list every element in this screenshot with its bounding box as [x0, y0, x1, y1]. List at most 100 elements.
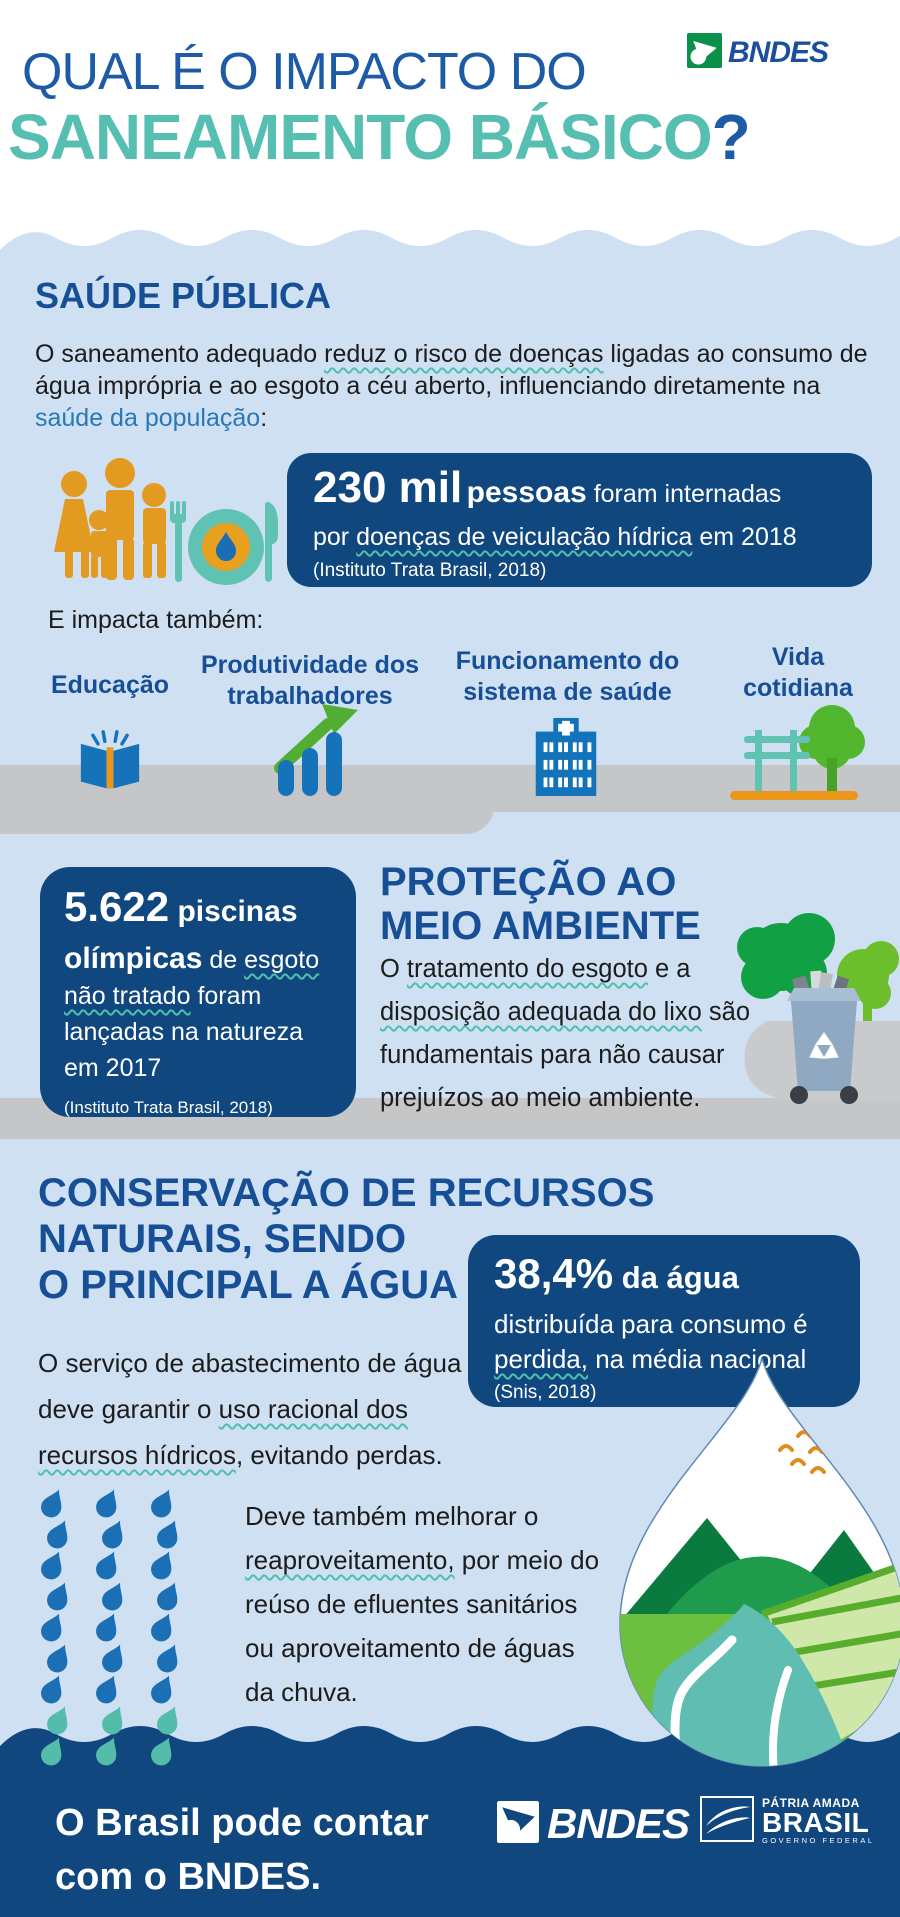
bndes-drop-icon: [687, 33, 722, 73]
bndes-logo-text: BNDES: [728, 36, 829, 69]
reuse-p-line1: Deve também melhorar o: [245, 1501, 539, 1531]
stat-water-line1: 38,4% da água: [494, 1251, 834, 1307]
stat-hosp-line1: 230 mil pessoas foram internadas: [313, 465, 846, 521]
conservacao-p-l3b: , evitando perdas.: [235, 1440, 443, 1470]
stat-hosp-l2b: doenças de veiculação hídrica: [356, 523, 693, 551]
conservacao-p-line1: O serviço de abastecimento de água: [38, 1348, 462, 1378]
stat-hosp-l2c: em 2018: [692, 523, 797, 551]
stat-box-pools: 5.622 piscinas olímpicas de esgoto não t…: [40, 867, 356, 1117]
stat-water-source: (Snis, 2018): [494, 1382, 597, 1403]
reuse-p-l2a: reaproveitamento,: [245, 1545, 455, 1575]
stat-water-line3: perdida, na média nacional: [494, 1342, 834, 1377]
tree-bench-icon: [730, 705, 865, 800]
stat-hosp-line2: por doenças de veiculação hídrica em 201…: [313, 521, 846, 553]
stat-hosp-unit: pessoas: [466, 476, 587, 509]
protecao-p-l2b: são: [701, 998, 751, 1026]
protecao-p-l1b: tratamento do esgoto: [406, 955, 648, 983]
stat-pools-line5: em 2017: [64, 1054, 162, 1082]
page-title-line1: QUAL É O IMPACTO DO: [22, 43, 587, 101]
stat-pools-line3: não tratado foram: [64, 978, 332, 1014]
saude-paragraph-line2: água imprópria e ao esgoto a céu aberto,…: [35, 372, 821, 400]
reuse-p-line4: ou aproveitamento de águas: [245, 1633, 575, 1663]
section-heading-saude: SAÚDE PÚBLICA: [35, 275, 332, 316]
stat-water-l3a: perdida,: [494, 1344, 588, 1374]
saude-p-l1a: O saneamento adequado: [35, 340, 325, 368]
conservacao-p-l3a: recursos hídricos: [38, 1440, 236, 1470]
stat-pools-line1: 5.622 piscinas: [64, 883, 332, 941]
conservacao-heading-line1: CONSERVAÇÃO DE RECURSOS: [38, 1171, 655, 1215]
stat-pools-line4: lançadas na natureza: [64, 1018, 304, 1046]
protecao-heading-line1: PROTEÇÃO AO: [380, 860, 677, 904]
saude-paragraph: O saneamento adequado reduz o risco de d…: [35, 338, 868, 434]
stat-water-value: 38,4%: [494, 1250, 614, 1297]
footer-message-line1: O Brasil pode contar: [55, 1802, 429, 1844]
stat-hosp-rest: foram internadas: [586, 480, 782, 508]
impact-label-vida-cotidiana: Vida cotidiana: [743, 643, 853, 702]
section-heading-conservacao: CONSERVAÇÃO DE RECURSOS NATURAIS, SENDO …: [38, 1170, 654, 1308]
footer-message-line2: com o BNDES.: [55, 1856, 322, 1898]
stat-water-l3b: na média nacional: [587, 1344, 807, 1374]
page-title-line2: SANEAMENTO BÁSICO?: [8, 100, 751, 174]
stat-pools-l2b: de: [202, 946, 245, 974]
bndes-logo-footer: BNDES: [497, 1800, 690, 1848]
footer-message: O Brasil pode contar com o BNDES.: [55, 1796, 429, 1904]
stat-pools-l3b: foram: [190, 982, 262, 1010]
stat-hosp-source: (Instituto Trata Brasil, 2018): [313, 560, 547, 581]
bndes-drop-icon: [497, 1800, 539, 1848]
protecao-p-line2: disposição adequada do lixo são: [380, 991, 750, 1034]
water-drop-landscape-icon: [619, 1355, 900, 1767]
trees-recycle-bin-icon: [737, 913, 900, 1104]
saude-p-l3a: saúde da população: [35, 404, 261, 432]
plate-fork-knife-icon: [170, 501, 278, 585]
stat-water-line2: distribuída para consumo é: [494, 1309, 808, 1339]
impact-label-produtividade: Produtividade dos trabalhadores: [200, 651, 420, 710]
reuse-p-line3: reúso de efluentes sanitários: [245, 1589, 578, 1619]
page-title-line2-text: SANEAMENTO BÁSICO: [8, 101, 713, 173]
saude-p-l1b: reduz o risco de doenças: [324, 340, 604, 368]
growth-chart-icon: [274, 704, 358, 796]
reuse-p-line5: da chuva.: [245, 1677, 358, 1707]
gov-logo-line3: GOVERNO FEDERAL: [762, 1836, 875, 1845]
family-icon: [54, 458, 166, 580]
stat-pools-source: (Instituto Trata Brasil, 2018): [64, 1098, 273, 1117]
conservacao-p-line2: deve garantir o uso racional dos: [38, 1386, 461, 1432]
protecao-heading-line2: MEIO AMBIENTE: [380, 904, 701, 948]
impact-intro: E impacta também:: [48, 606, 264, 634]
gov-logo-line2: BRASIL: [762, 1807, 870, 1838]
impact-label-sistema-saude: Funcionamento do sistema de saúde: [455, 647, 680, 706]
gov-logo-line1: PÁTRIA AMADA: [762, 1796, 860, 1810]
protecao-p-l1a: O: [380, 955, 407, 983]
conservacao-heading-line3: O PRINCIPAL A ÁGUA: [38, 1263, 459, 1307]
gov-logo-text: PÁTRIA AMADA BRASIL GOVERNO FEDERAL: [762, 1797, 875, 1846]
protecao-p-line1: O tratamento do esgoto e a: [380, 948, 750, 991]
protecao-p-l1c: e a: [647, 955, 691, 983]
page-title-question-mark: ?: [711, 101, 751, 173]
impact-label-educacao: Educação: [50, 671, 170, 699]
saude-p-l3b: :: [260, 404, 268, 432]
book-icon: [80, 730, 140, 789]
saude-paragraph-line3: saúde da população:: [35, 402, 868, 434]
header-background: [0, 0, 900, 252]
stat-pools-l3a: não tratado: [64, 982, 191, 1010]
stat-pools-unit: piscinas: [169, 895, 298, 928]
bndes-logo-header: BNDES: [687, 33, 829, 73]
protecao-p-line4: prejuízos ao meio ambiente.: [380, 1084, 701, 1112]
reuse-p-line2: reaproveitamento, por meio do: [245, 1538, 599, 1582]
bndes-logo-footer-text: BNDES: [547, 1800, 690, 1847]
reuse-p-l2b: por meio do: [454, 1545, 600, 1575]
top-wave-divider: [0, 230, 900, 252]
stat-water-value-rest: da água: [613, 1260, 739, 1295]
stat-pools-line2: olímpicas de esgoto: [64, 941, 332, 978]
conservacao-paragraph: O serviço de abastecimento de água deve …: [38, 1340, 461, 1478]
reuse-paragraph: Deve também melhorar o reaproveitamento,…: [245, 1494, 599, 1714]
gov-logo: PÁTRIA AMADA BRASIL GOVERNO FEDERAL: [700, 1796, 875, 1847]
conservacao-heading-line2: NATURAIS, SENDO: [38, 1217, 407, 1261]
saude-p-l1c: ligadas ao consumo de: [603, 340, 868, 368]
conservacao-p-l2a: deve garantir o: [38, 1394, 219, 1424]
brazil-flag-icon: [700, 1796, 754, 1847]
stat-box-water-loss: 38,4% da água distribuída para consumo é…: [468, 1235, 860, 1407]
stat-box-hospitalizations: 230 mil pessoas foram internadas por doe…: [287, 453, 872, 587]
hospital-icon: [535, 717, 597, 796]
protecao-paragraph: O tratamento do esgoto e a disposição ad…: [380, 948, 750, 1120]
